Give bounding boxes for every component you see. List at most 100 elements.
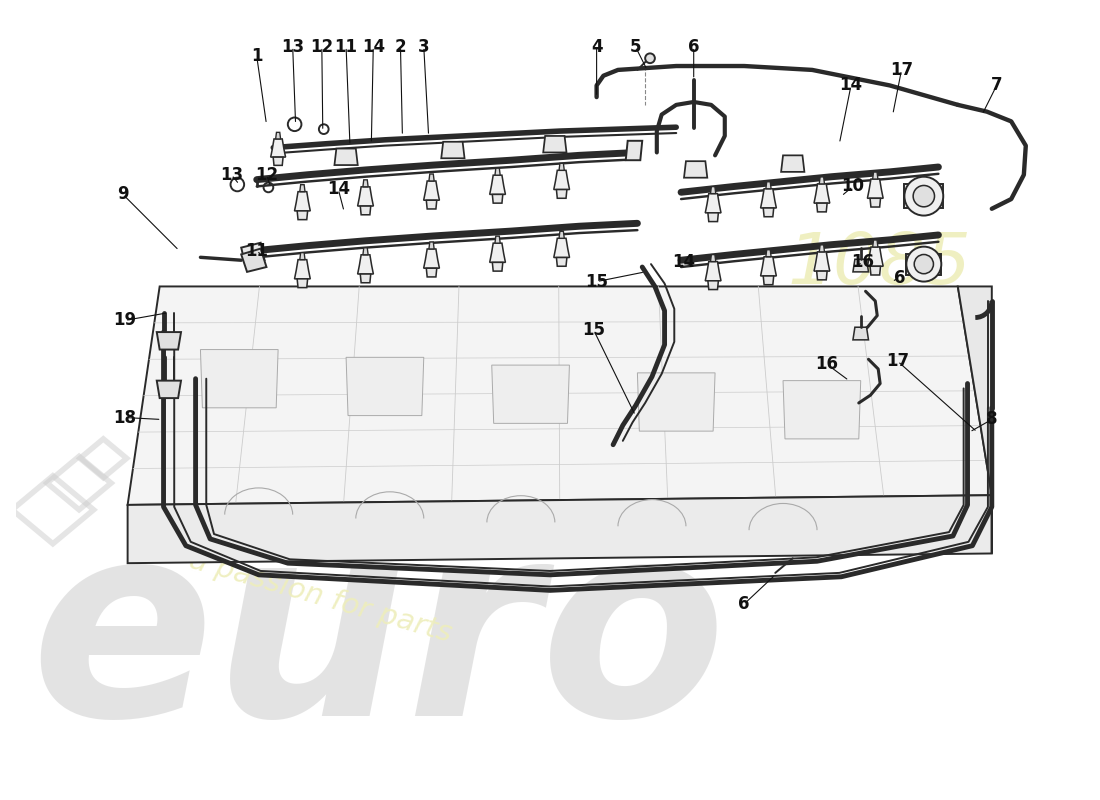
Polygon shape: [626, 141, 642, 160]
Polygon shape: [276, 132, 280, 139]
Polygon shape: [490, 243, 505, 262]
Polygon shape: [429, 242, 434, 249]
Polygon shape: [872, 240, 878, 247]
Text: 9: 9: [117, 185, 129, 203]
Polygon shape: [760, 189, 777, 208]
Polygon shape: [870, 266, 880, 275]
Polygon shape: [493, 194, 503, 203]
Polygon shape: [760, 257, 777, 276]
Polygon shape: [424, 181, 439, 200]
Text: 1085: 1085: [788, 230, 972, 298]
Polygon shape: [295, 192, 310, 211]
Polygon shape: [297, 279, 308, 288]
Polygon shape: [711, 186, 716, 194]
Polygon shape: [868, 179, 883, 198]
Text: 18: 18: [113, 409, 136, 426]
Polygon shape: [241, 249, 266, 272]
Polygon shape: [958, 286, 992, 554]
Polygon shape: [490, 175, 505, 194]
Polygon shape: [156, 332, 182, 350]
Polygon shape: [820, 245, 825, 252]
Polygon shape: [429, 174, 434, 181]
Text: 13: 13: [220, 166, 243, 184]
Polygon shape: [295, 260, 310, 279]
Polygon shape: [763, 276, 773, 285]
Text: 16: 16: [851, 253, 874, 271]
Polygon shape: [906, 254, 942, 274]
Polygon shape: [273, 157, 283, 166]
Text: 13: 13: [282, 38, 305, 56]
Text: 16: 16: [815, 355, 838, 373]
Polygon shape: [493, 262, 503, 271]
Text: 8: 8: [986, 410, 998, 429]
Text: 4: 4: [591, 38, 603, 56]
Polygon shape: [300, 185, 305, 192]
Text: 6: 6: [738, 595, 750, 613]
Polygon shape: [553, 238, 570, 258]
Polygon shape: [637, 373, 715, 431]
Polygon shape: [495, 168, 500, 175]
Polygon shape: [361, 206, 371, 214]
Text: 15: 15: [582, 321, 605, 339]
Polygon shape: [557, 190, 566, 198]
Text: 14: 14: [672, 253, 695, 271]
Polygon shape: [363, 180, 368, 187]
Text: 10: 10: [842, 178, 865, 195]
Text: 1: 1: [251, 47, 263, 66]
Polygon shape: [363, 248, 368, 254]
Text: 3: 3: [418, 38, 430, 56]
Text: 6: 6: [688, 38, 700, 56]
Polygon shape: [559, 163, 564, 170]
Polygon shape: [492, 365, 570, 423]
Polygon shape: [816, 271, 827, 280]
Polygon shape: [705, 194, 720, 213]
Polygon shape: [872, 172, 878, 179]
Polygon shape: [424, 249, 439, 268]
Circle shape: [906, 246, 942, 282]
Text: 5: 5: [629, 38, 641, 56]
Text: 17: 17: [887, 352, 910, 370]
Text: 14: 14: [839, 77, 862, 94]
Polygon shape: [241, 242, 264, 264]
Polygon shape: [852, 327, 869, 340]
Text: 6: 6: [894, 269, 905, 286]
Text: 15: 15: [585, 273, 608, 290]
Polygon shape: [766, 250, 771, 257]
Polygon shape: [358, 254, 373, 274]
Polygon shape: [334, 149, 358, 165]
Polygon shape: [358, 187, 373, 206]
Polygon shape: [708, 281, 718, 290]
Polygon shape: [128, 495, 992, 563]
Text: 14: 14: [362, 38, 385, 56]
Polygon shape: [346, 358, 424, 415]
Polygon shape: [300, 253, 305, 260]
Text: 14: 14: [327, 180, 350, 198]
Polygon shape: [543, 136, 566, 153]
Text: 11: 11: [245, 242, 268, 259]
Polygon shape: [559, 231, 564, 238]
Text: 19: 19: [113, 311, 136, 330]
Polygon shape: [868, 247, 883, 266]
Text: 12: 12: [255, 166, 278, 184]
Polygon shape: [763, 208, 773, 217]
Text: 11: 11: [334, 38, 358, 56]
Polygon shape: [708, 213, 718, 222]
Polygon shape: [904, 185, 944, 208]
Polygon shape: [705, 262, 720, 281]
Polygon shape: [427, 268, 437, 277]
Polygon shape: [200, 350, 278, 408]
Polygon shape: [814, 184, 829, 203]
Text: euro: euro: [31, 510, 727, 772]
Circle shape: [646, 54, 654, 63]
Polygon shape: [441, 142, 464, 158]
Polygon shape: [557, 258, 566, 266]
Polygon shape: [783, 381, 860, 439]
Polygon shape: [495, 236, 500, 243]
Polygon shape: [820, 177, 825, 184]
Polygon shape: [427, 200, 437, 209]
Polygon shape: [766, 182, 771, 189]
Circle shape: [913, 186, 935, 207]
Polygon shape: [271, 139, 286, 157]
Polygon shape: [711, 254, 716, 262]
Circle shape: [914, 254, 934, 274]
